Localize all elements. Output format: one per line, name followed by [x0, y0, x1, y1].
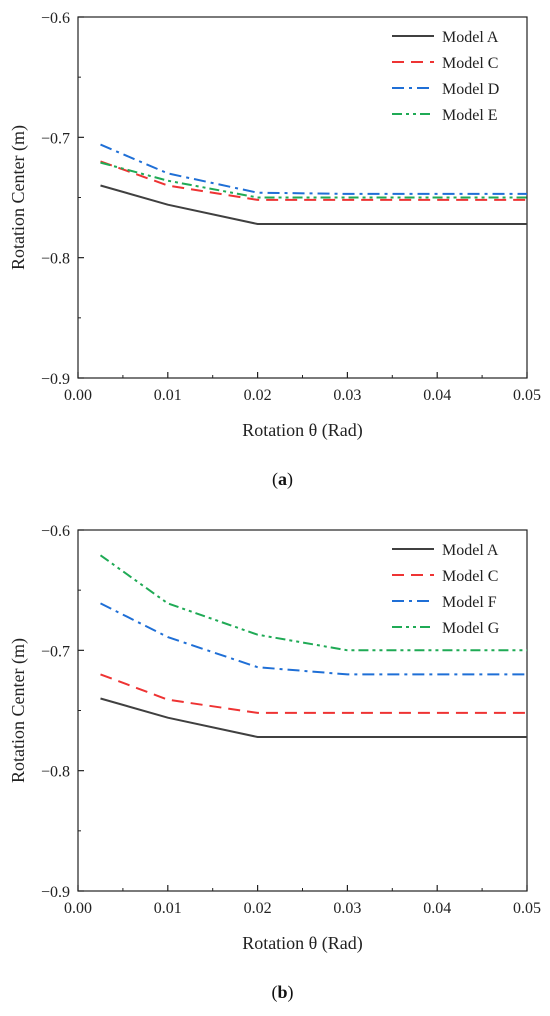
y-axis-title: Rotation Center (m)	[8, 638, 29, 783]
x-tick-label: 0.02	[244, 900, 272, 917]
x-tick-label: 0.01	[154, 900, 182, 917]
x-tick-label: 0.02	[244, 387, 272, 404]
x-tick-label: 0.05	[513, 387, 541, 404]
y-tick-label: −0.8	[41, 251, 70, 268]
y-tick-label: −0.8	[41, 764, 70, 781]
y-tick-label: −0.7	[41, 130, 70, 147]
x-tick-label: 0.00	[64, 387, 92, 404]
series-line-model-e	[100, 161, 527, 199]
legend-entry: Model A	[442, 542, 499, 559]
panel-label: b	[277, 982, 287, 1002]
y-tick-label: −0.6	[41, 10, 70, 27]
series-line-model-f	[100, 602, 527, 676]
chart-panel-b: 0.00 0.01 0.02 0.03 0.04 0.05 −0.6 −0.7 −0.8 −0.9…	[8, 523, 541, 1003]
y-axis-title: Rotation Center (m)	[8, 125, 29, 270]
legend-entry: Model A	[442, 29, 499, 46]
legend-entry: Model C	[442, 568, 498, 585]
x-tick-label: 0.05	[513, 900, 541, 917]
y-tick-label: −0.7	[41, 643, 70, 660]
chart-panel-a: 0.00 0.01 0.02 0.03 0.04 0.05 −0.6 −0.7 −0.8 −0.9…	[8, 10, 541, 490]
x-tick-label: 0.01	[154, 387, 182, 404]
panel-caption: (a)	[272, 469, 293, 490]
x-tick-label: 0.03	[333, 900, 361, 917]
y-tick-label: −0.9	[41, 884, 70, 901]
x-axis-title: Rotation θ (Rad)	[242, 933, 363, 954]
panel-caption: (b)	[271, 982, 293, 1003]
x-tick-label: 0.03	[333, 387, 361, 404]
x-tick-label: 0.04	[423, 387, 451, 404]
legend-entry: Model F	[442, 594, 497, 611]
y-tick-label: −0.9	[41, 371, 70, 388]
x-tick-label: 0.04	[423, 900, 451, 917]
series-line-model-a	[100, 184, 527, 225]
series-line-model-a	[100, 697, 527, 738]
x-tick-label: 0.00	[64, 900, 92, 917]
legend-entry: Model D	[442, 81, 499, 98]
legend-entry: Model C	[442, 55, 498, 72]
series-line-model-g	[99, 554, 527, 652]
series-line-model-c	[100, 160, 527, 201]
legend-entry: Model E	[442, 107, 498, 124]
y-tick-label: −0.6	[41, 523, 70, 540]
series-line-model-c	[100, 673, 527, 714]
x-axis-title: Rotation θ (Rad)	[242, 420, 363, 441]
panel-label: a	[278, 469, 287, 489]
legend-entry: Model G	[442, 620, 500, 637]
series-line-model-d	[100, 143, 527, 195]
